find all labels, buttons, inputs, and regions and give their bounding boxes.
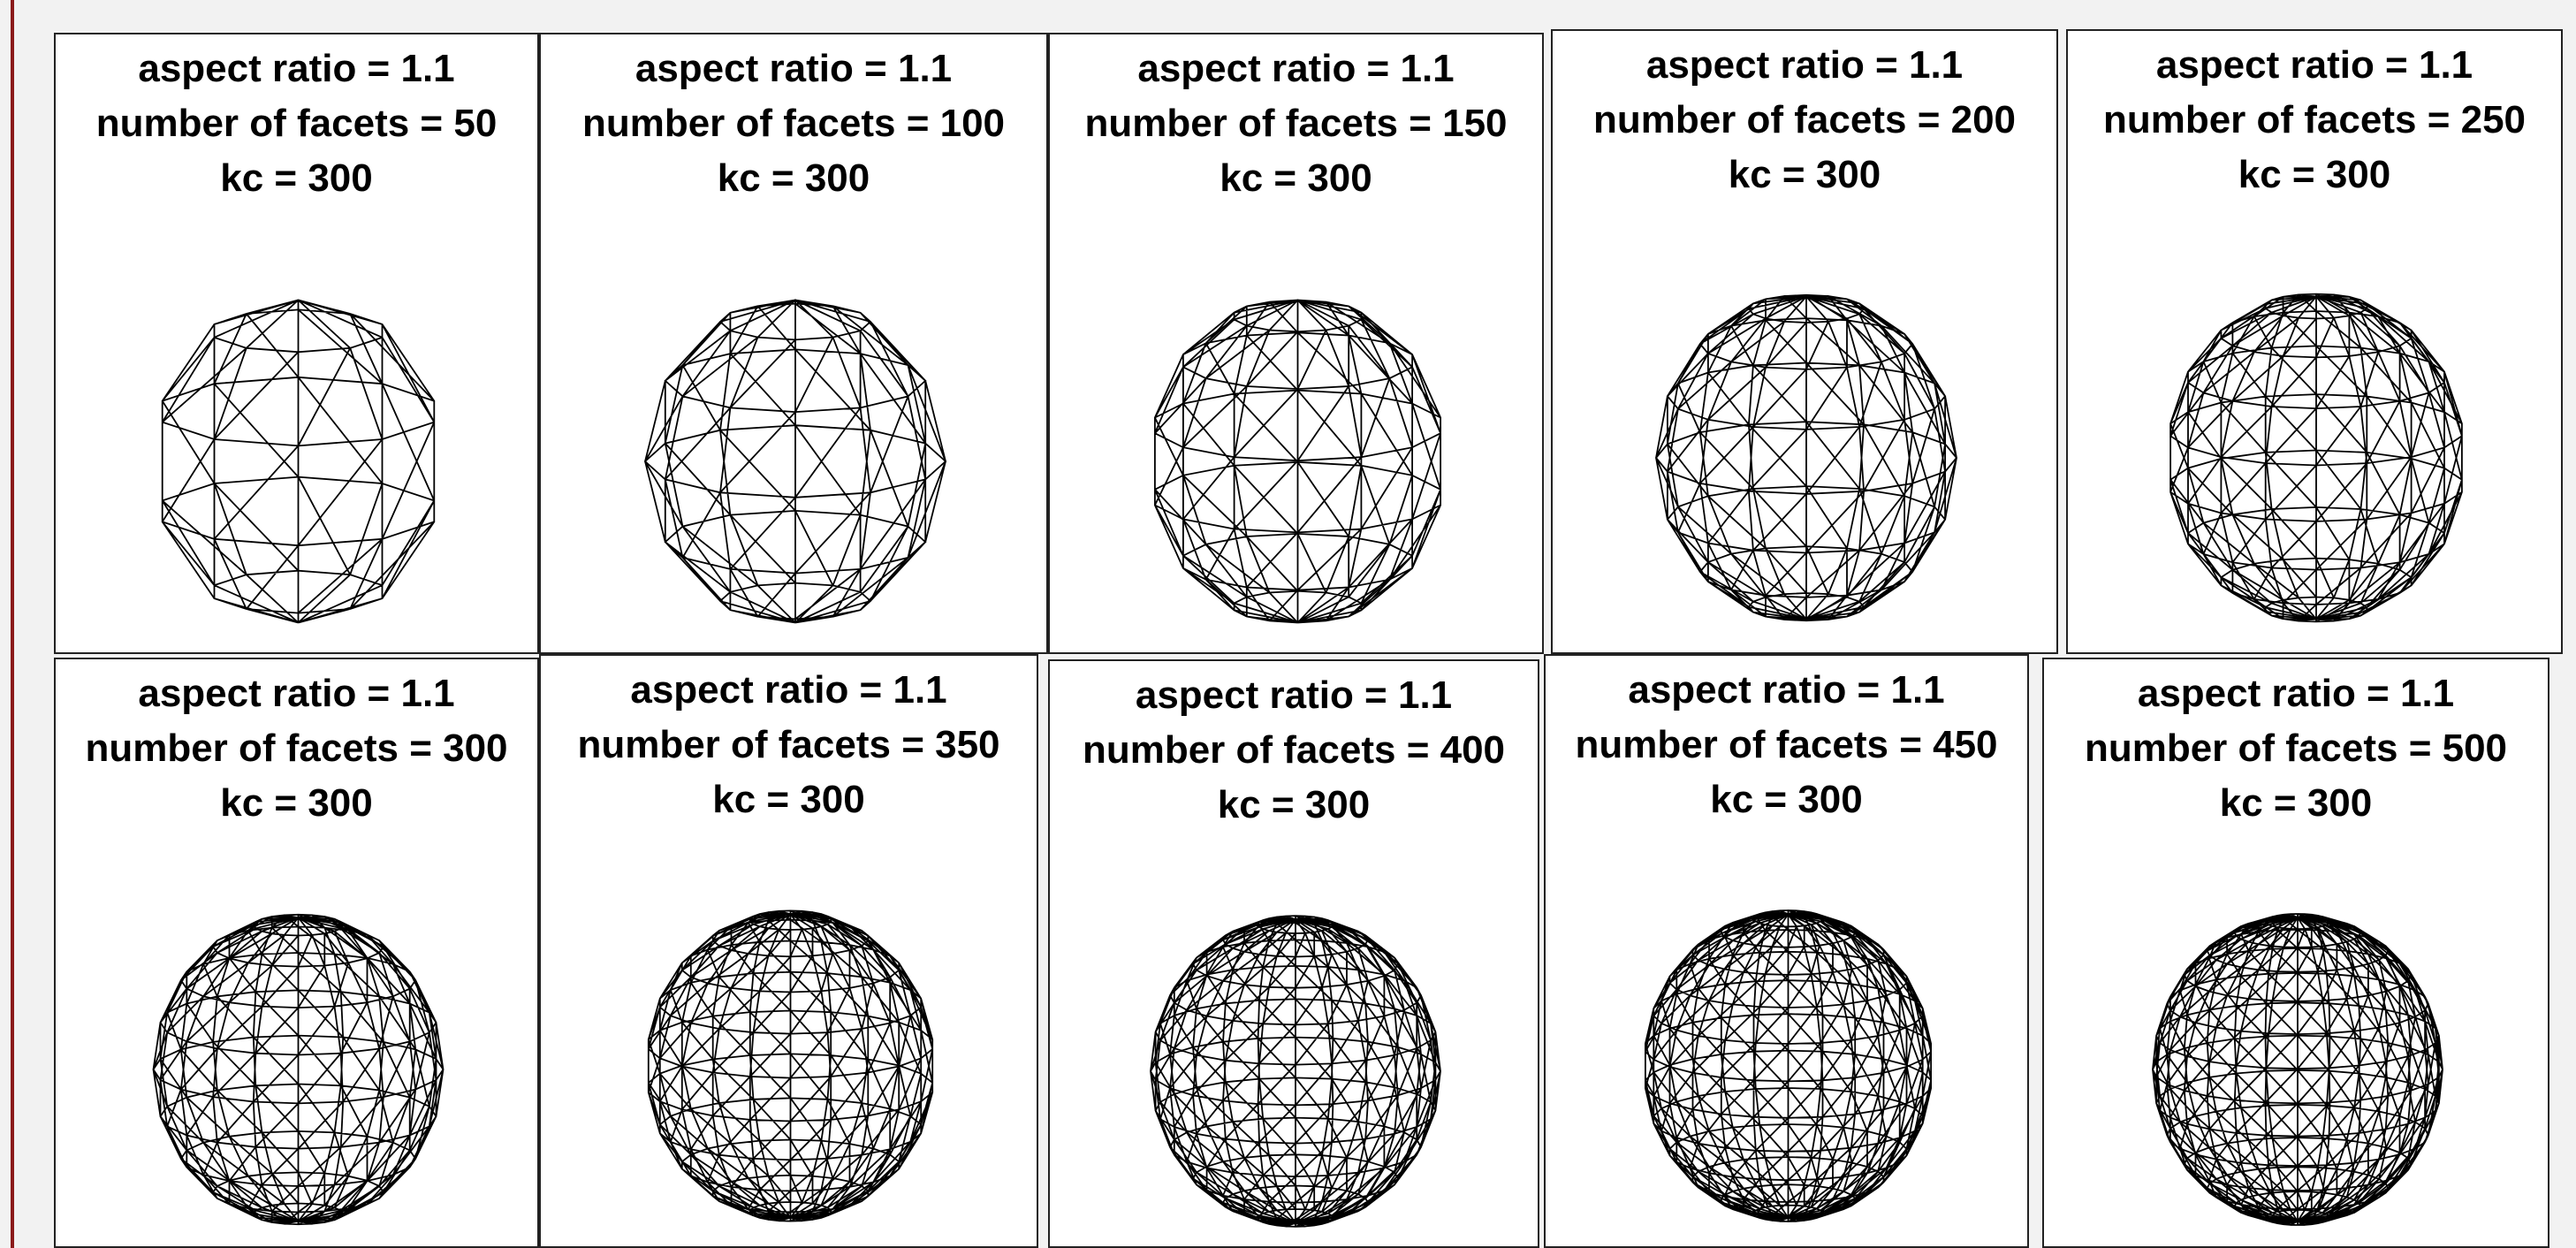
mesh	[649, 910, 932, 1221]
wireframe-sphere	[541, 34, 1048, 654]
mesh	[163, 301, 435, 623]
wireframe-sphere	[1050, 34, 1544, 654]
window-edge	[11, 0, 14, 1248]
wireframe-sphere	[1546, 656, 2029, 1248]
mesh	[645, 301, 946, 623]
mesh	[1155, 301, 1440, 623]
mesh	[154, 915, 444, 1224]
wireframe-sphere	[541, 656, 1038, 1248]
mesh	[1645, 910, 1931, 1221]
wireframe-sphere	[1553, 31, 2058, 654]
mesh	[1151, 916, 1440, 1227]
wireframe-sphere	[56, 34, 539, 654]
wireframe-sphere	[2068, 31, 2563, 654]
wireframe-sphere	[56, 659, 539, 1248]
wireframe-sphere	[1050, 661, 1539, 1248]
mesh	[2170, 294, 2462, 622]
wireframe-sphere	[2044, 659, 2549, 1248]
mesh	[1656, 295, 1957, 620]
page: aspect ratio = 1.1number of facets = 50k…	[0, 0, 2576, 1248]
mesh	[2153, 914, 2443, 1225]
